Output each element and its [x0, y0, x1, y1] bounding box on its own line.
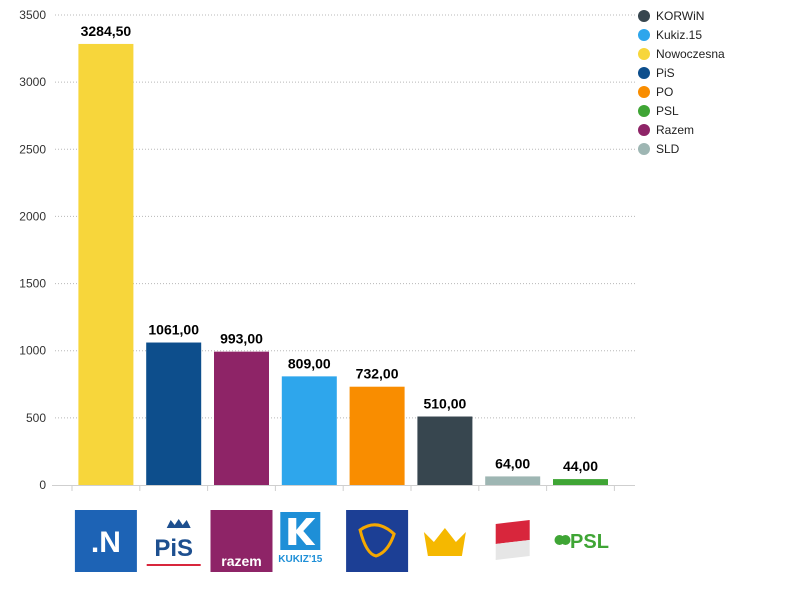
razem-logo: razem — [210, 510, 273, 572]
legend-item: Nowoczesna — [638, 47, 725, 61]
bar-kukiz-15 — [281, 376, 337, 485]
pis-logo: PiS — [146, 519, 201, 566]
y-tick-label: 3000 — [19, 75, 46, 89]
sld-logo — [495, 520, 530, 560]
logo-background — [346, 510, 409, 572]
bar-value-label: 3284,50 — [81, 23, 132, 39]
legend-swatch — [638, 48, 650, 60]
legend-item: Razem — [638, 123, 694, 137]
y-tick-label: 2500 — [19, 142, 46, 156]
logo-text: PSL — [570, 531, 609, 553]
logo-stripe — [146, 564, 201, 566]
po-logo — [346, 510, 409, 572]
legend-label: Kukiz.15 — [656, 28, 702, 42]
bar-value-label: 993,00 — [220, 331, 263, 347]
logo-background — [210, 510, 273, 572]
k-icon — [288, 518, 316, 545]
legend-label: PO — [656, 85, 673, 99]
crown-icon — [423, 528, 466, 556]
legend-item: SLD — [638, 142, 680, 156]
psl-logo: PSL — [554, 531, 609, 553]
legend-label: Nowoczesna — [656, 47, 725, 61]
eagle-icon — [166, 519, 191, 528]
bar-value-label: 44,00 — [563, 458, 598, 474]
logo-text: razem — [221, 553, 261, 569]
legend-swatch — [638, 86, 650, 98]
legend-item: Kukiz.15 — [638, 28, 702, 42]
bar-value-label: 510,00 — [423, 396, 466, 412]
bar-value-label: 1061,00 — [148, 322, 199, 338]
legend-item: KORWiN — [638, 9, 704, 23]
y-axis: 0 500 1000 1500 2000 2500 3000 3500 — [19, 8, 46, 492]
bar-value-label: 64,00 — [495, 455, 530, 471]
y-tick-label: 1000 — [19, 344, 46, 358]
grid-lines — [55, 14, 635, 419]
legend-label: Razem — [656, 123, 694, 137]
legend-item: PiS — [638, 66, 675, 80]
legend-swatch — [638, 10, 650, 22]
bar-po — [349, 386, 405, 485]
po-emblem-icon — [358, 523, 396, 558]
clover-icon — [560, 535, 571, 545]
bars: 3284,50 1061,00 993,00 809,00 732,00 510,00 64… — [78, 23, 608, 486]
legend-label: PSL — [656, 104, 679, 118]
flag-icon — [495, 540, 530, 560]
x-axis — [52, 485, 635, 491]
logo-background — [74, 510, 137, 572]
party-logos: .N PiS razem KUKIZ'15 PSL — [74, 510, 609, 572]
logo-text: .N — [91, 526, 121, 559]
bar-value-label: 809,00 — [288, 355, 331, 371]
bar-psl — [553, 479, 608, 485]
y-tick-label: 1500 — [19, 277, 46, 291]
bar-sld — [485, 476, 541, 485]
bar-pis — [146, 342, 202, 485]
bar-korwin — [417, 416, 473, 485]
legend: KORWiN Kukiz.15 Nowoczesna PiS PO PSL Razem SLD — [638, 9, 725, 156]
y-tick-label: 2000 — [19, 209, 46, 223]
legend-item: PO — [638, 85, 673, 99]
bar-nowoczesna — [78, 43, 134, 486]
legend-label: KORWiN — [656, 9, 704, 23]
legend-item: PSL — [638, 104, 679, 118]
bar-razem — [214, 351, 269, 485]
legend-label: SLD — [656, 142, 680, 156]
legend-swatch — [638, 29, 650, 41]
bar-value-label: 732,00 — [356, 366, 399, 382]
logo-text: KUKIZ'15 — [278, 554, 322, 565]
flag-icon — [495, 520, 530, 544]
korwin-logo — [423, 528, 466, 556]
y-tick-label: 500 — [26, 411, 46, 425]
legend-label: PiS — [656, 66, 675, 80]
legend-swatch — [638, 124, 650, 136]
legend-swatch — [638, 67, 650, 79]
legend-swatch — [638, 143, 650, 155]
legend-swatch — [638, 105, 650, 117]
nowoczesna-logo: .N — [74, 510, 137, 572]
kukiz-logo: KUKIZ'15 — [278, 512, 323, 565]
logo-text: PiS — [154, 535, 193, 562]
y-tick-label: 0 — [39, 478, 46, 492]
y-tick-label: 3500 — [19, 8, 46, 22]
